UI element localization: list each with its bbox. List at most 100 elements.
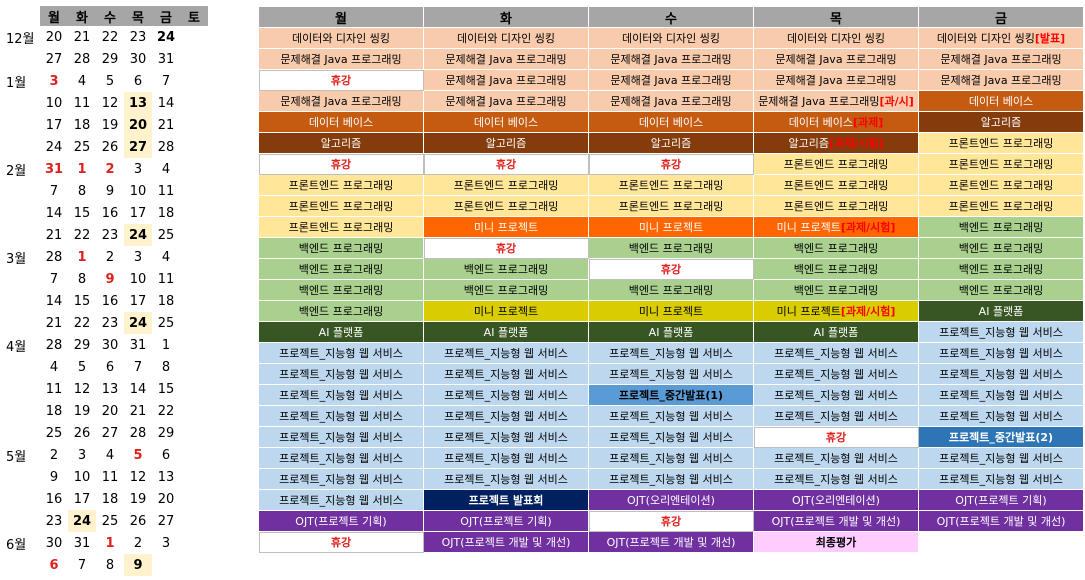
calendar-day: 31 [44,161,64,177]
schedule-cell-label: 문제해결 Java 프로그래밍 [610,53,732,66]
schedule-cell: 프로젝트_지능형 웹 서비스 [423,468,589,490]
schedule-cell: 데이터 베이스 [588,111,754,133]
schedule-cell: 최종평가 [753,531,919,553]
schedule-cell: 휴강 [588,153,754,175]
calendar-day-empty [180,224,208,246]
schedule-cell-label: OJT(프로젝트 기획) [460,515,552,528]
calendar-day-empty [180,158,208,180]
calendar-day: 9 [105,271,115,287]
calendar-day: 31 [157,51,175,67]
calendar-month-label [2,356,40,378]
schedule-cell-label: 백엔드 프로그래밍 [958,263,1044,276]
schedule-cell: 프론트엔드 프로그래밍 [423,195,589,217]
calendar-day: 13 [124,92,152,114]
schedule-cell-label: OJT(프로젝트 개발 및 개선) [606,536,736,549]
schedule-cell-label: 데이터와 디자인 씽킹 [621,32,721,45]
calendar-day: 25 [157,227,175,243]
schedule-cell-label: 문제해결 Java 프로그래밍 [775,53,897,66]
calendar-header-day: 화 [68,6,96,26]
schedule-cell-label: 프로젝트_지능형 웹 서비스 [279,431,403,444]
schedule-cell-label: 프론트엔드 프로그래밍 [783,158,889,171]
schedule-cell-label: 데이터 베이스 [638,116,704,129]
calendar-day: 18 [157,205,175,221]
calendar-day-empty [180,114,208,136]
schedule-cell-label: 프로젝트_지능형 웹 서비스 [279,452,403,465]
schedule-cell: 프론트엔드 프로그래밍 [918,195,1084,217]
schedule-cell: 프로젝트_지능형 웹 서비스 [918,321,1084,343]
schedule-cell-tag: [과제/시험] [840,305,896,318]
calendar-week-row: 7 8 9 10 11 [2,180,208,202]
calendar-day: 21 [45,315,63,331]
schedule-cell: 문제해결 Java 프로그래밍 [588,90,754,112]
calendar-day: 20 [45,29,63,45]
schedule-cell-label: 데이터 베이스 [308,116,374,129]
calendar-month-label [2,554,40,576]
schedule-cell-label: 알고리즘 [650,137,692,150]
calendar-day: 25 [73,139,91,155]
schedule-cell-label: 프로젝트_지능형 웹 서비스 [444,347,568,360]
calendar-day: 17 [73,491,91,507]
calendar-day: 2 [105,249,115,265]
calendar-day: 29 [73,337,91,353]
calendar-month-label [2,180,40,202]
calendar-day: 13 [157,469,175,485]
calendar-day: 21 [73,29,91,45]
schedule-cell: 프로젝트_지능형 웹 서비스 [258,384,424,406]
schedule-cell: 휴강 [258,531,424,553]
schedule-cell: 데이터와 디자인 씽킹 [753,27,919,49]
schedule-cell-label: 프론트엔드 프로그래밍 [618,179,724,192]
schedule-cell: 백엔드 프로그래밍 [258,258,424,280]
calendar-day: 11 [101,469,119,485]
schedule-body: 데이터와 디자인 씽킹 데이터와 디자인 씽킹 데이터와 디자인 씽킹 데이터와 디자… [258,27,1084,553]
schedule-cell-label: 프로젝트_지능형 웹 서비스 [279,494,403,507]
schedule-cell-label: 프론트엔드 프로그래밍 [288,179,394,192]
schedule-row: OJT(프로젝트 기획) OJT(프로젝트 기획) 휴강 OJT(프로젝트 개발 및 … [258,510,1084,532]
schedule-cell-label: AI 플랫폼 [648,326,694,339]
schedule-cell-label: 알고리즘 [320,137,362,150]
schedule-cell: 백엔드 프로그래밍 [918,237,1084,259]
calendar-day: 4 [161,161,171,177]
schedule-cell-label: 미니 프로젝트 [473,305,539,318]
schedule-row: 프로젝트_지능형 웹 서비스 프로젝트_지능형 웹 서비스 프로젝트_지능형 웹 서… [258,468,1084,490]
calendar-day: 30 [45,535,63,551]
schedule-cell: 백엔드 프로그래밍 [918,279,1084,301]
calendar-day: 11 [157,271,175,287]
schedule-cell: 문제해결 Java 프로그래밍[과/시] [753,90,919,112]
schedule-row: 프로젝트_지능형 웹 서비스 프로젝트_지능형 웹 서비스 프로젝트_지능형 웹 서… [258,342,1084,364]
schedule-header-day: 금 [918,6,1084,28]
calendar-day: 31 [129,337,147,353]
calendar-day-empty [180,202,208,224]
schedule-cell: 문제해결 Java 프로그래밍 [753,69,919,91]
schedule-cell-label: 데이터 베이스 [788,116,853,129]
schedule-cell: 미니 프로젝트[과제/시험] [753,300,919,322]
schedule-cell: 프로젝트_지능형 웹 서비스 [918,468,1084,490]
schedule-cell: 데이터와 디자인 씽킹 [588,27,754,49]
schedule-cell: OJT(프로젝트 개발 및 개선) [918,510,1084,532]
schedule-cell-label: 프로젝트_지능형 웹 서비스 [939,368,1063,381]
schedule-cell: 프로젝트_지능형 웹 서비스 [258,489,424,511]
schedule-cell: 미니 프로젝트 [423,216,589,238]
calendar-day: 13 [101,381,119,397]
calendar-day: 21 [129,403,147,419]
calendar-week-row: 2월 31 1 2 3 4 [2,158,208,180]
calendar-day-empty [180,554,208,576]
schedule-row: 프로젝트_지능형 웹 서비스 프로젝트_지능형 웹 서비스 프로젝트_지능형 웹 서… [258,447,1084,469]
schedule-cell: 미니 프로젝트 [588,216,754,238]
schedule-cell: 프로젝트_지능형 웹 서비스 [753,342,919,364]
schedule-cell: 문제해결 Java 프로그래밍 [918,48,1084,70]
schedule-cell: 프로젝트_지능형 웹 서비스 [753,384,919,406]
calendar-day: 14 [45,205,63,221]
schedule-cell: 프로젝트_지능형 웹 서비스 [258,405,424,427]
schedule-cell-label: 휴강 [660,263,682,276]
schedule-row: 프론트엔드 프로그래밍 미니 프로젝트 미니 프로젝트 미니 프로젝트[과제/시험] 백… [258,216,1084,238]
schedule-cell-label: 프론트엔드 프로그래밍 [948,200,1054,213]
calendar-day: 29 [157,425,175,441]
schedule-cell-label: 프론트엔드 프로그래밍 [783,179,889,192]
schedule-cell-label: 프로젝트_지능형 웹 서비스 [939,347,1063,360]
calendar-day: 4 [49,359,59,375]
calendar-day: 10 [129,183,147,199]
calendar-week-row: 12월 20 21 22 23 24 [2,26,208,48]
schedule-cell: 문제해결 Java 프로그래밍 [588,48,754,70]
schedule-cell: 프로젝트_지능형 웹 서비스 [423,342,589,364]
calendar-day: 18 [73,117,91,133]
